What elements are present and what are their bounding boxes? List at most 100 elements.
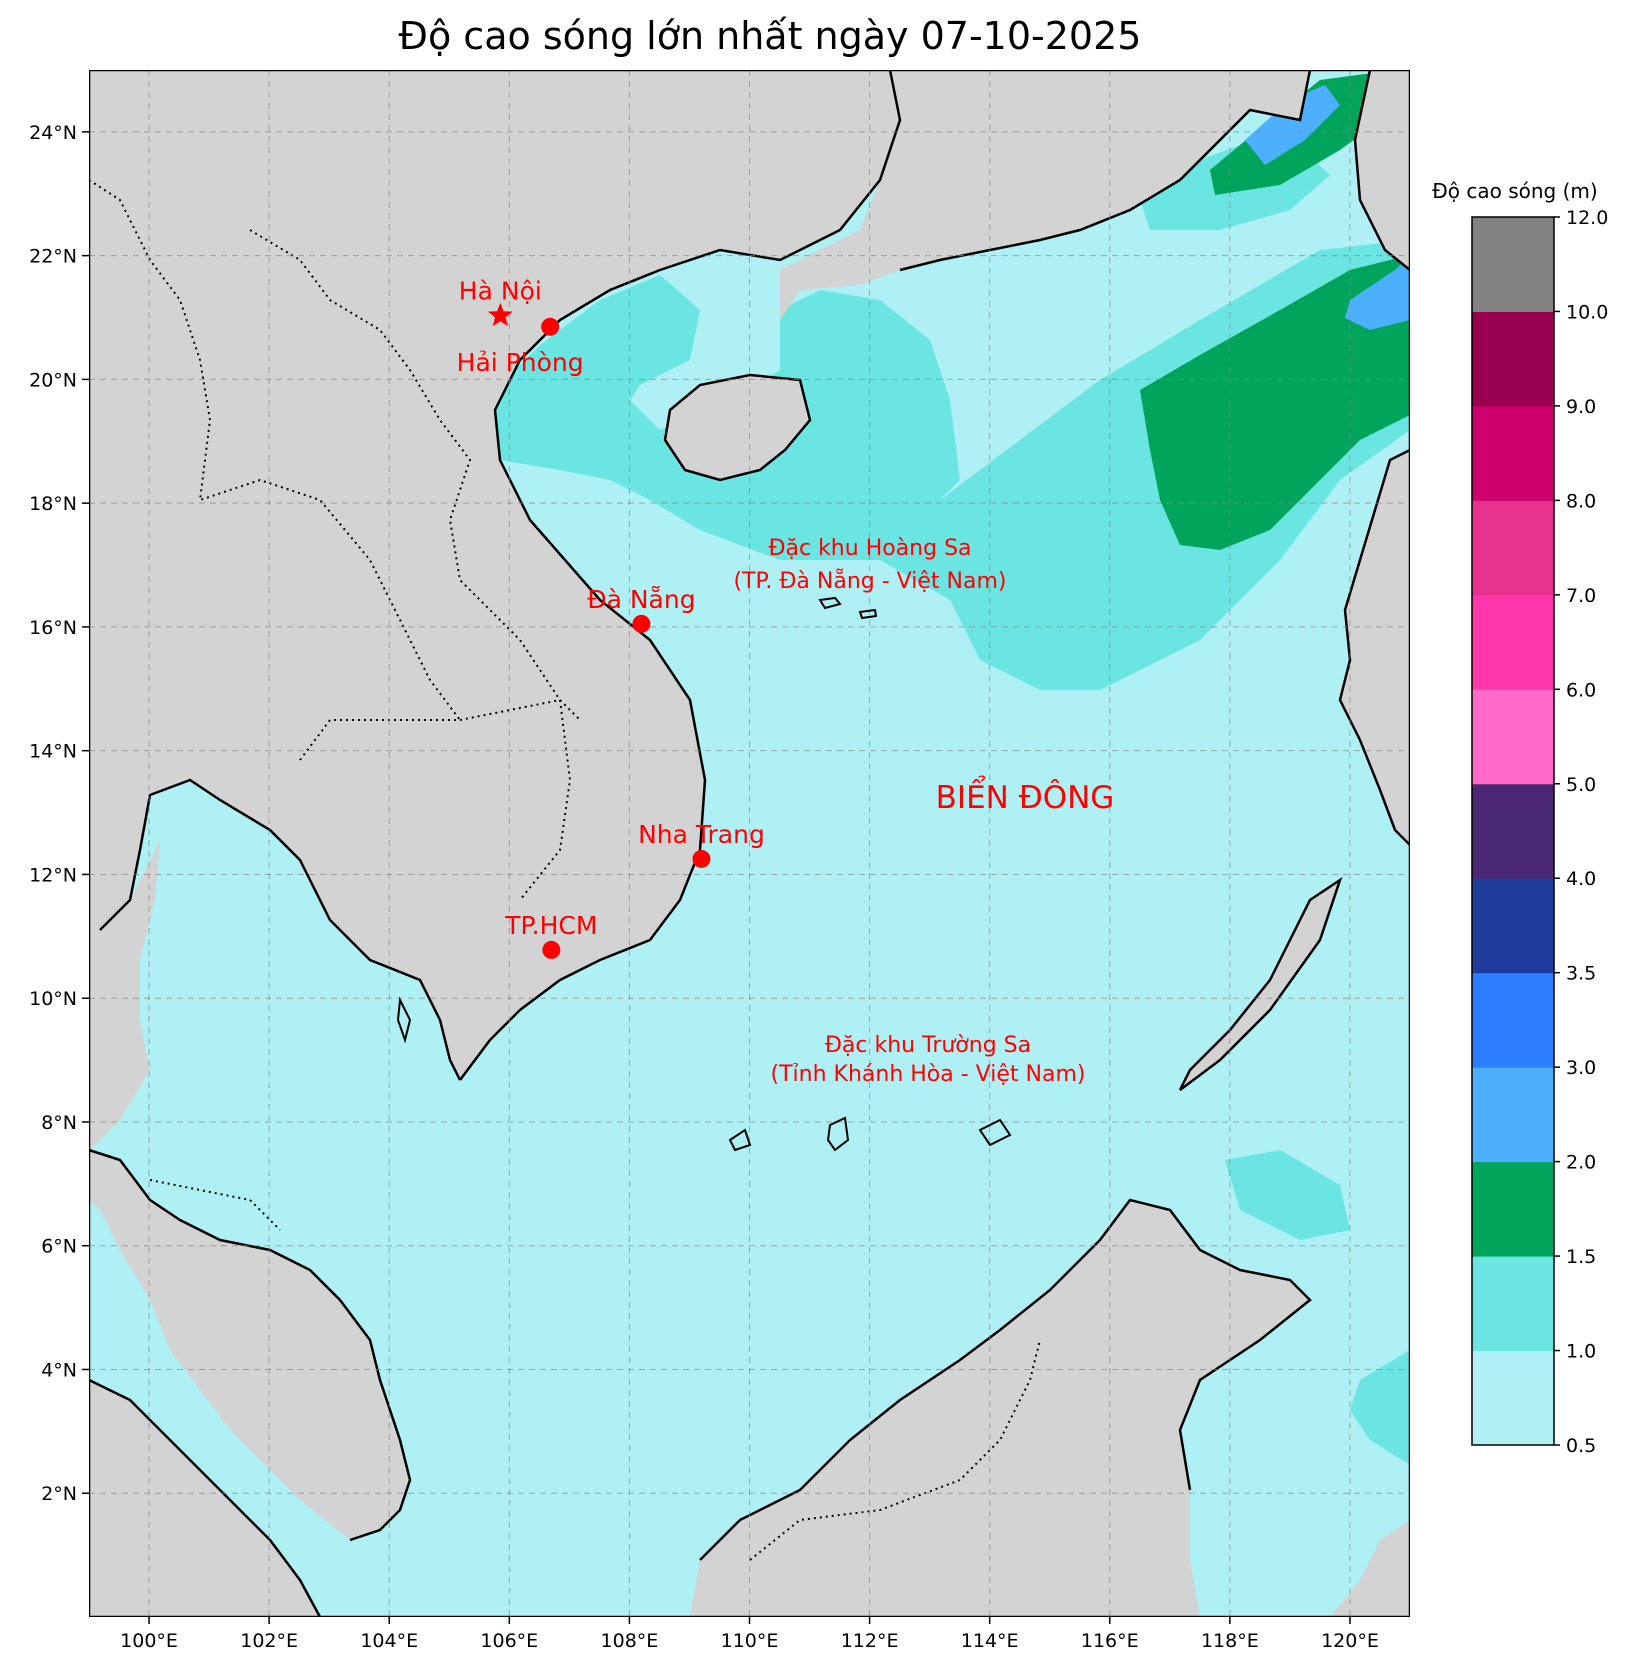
graticule [89, 70, 1410, 1617]
land-hainan [665, 375, 810, 480]
border-thailand-malaysia [149, 1179, 281, 1231]
coastline-palawan [1178, 876, 1343, 1091]
island-paracel-2 [858, 608, 878, 620]
colorbar-level-label: 3.5 [1566, 963, 1596, 985]
colorbar-level-label: 4.0 [1566, 868, 1596, 890]
land-indochina [89, 70, 900, 1080]
land-south-china [780, 70, 1310, 320]
lat-tick-label: 20°N [29, 369, 77, 391]
coastline-taiwan [1353, 70, 1410, 271]
land-palawan [1180, 880, 1340, 1090]
bien-dong-label: BIỂN ĐÔNG [936, 775, 1115, 816]
land-luzon [1340, 450, 1410, 845]
colorbar-title: Độ cao sóng (m) [1432, 179, 1597, 203]
lon-tick-label: 102°E [240, 1630, 298, 1652]
coastline-borneo [699, 1198, 1312, 1561]
hoang-sa-label-line2: (TP. Đà Nẵng - Việt Nam) [734, 568, 1007, 594]
lat-tick-label: 8°N [41, 1112, 77, 1134]
city-marker-dot [542, 940, 561, 959]
map-title: Độ cao sóng lớn nhất ngày 07-10-2025 [398, 14, 1142, 58]
city-marker-dot [632, 614, 651, 633]
colorbar-segment [1472, 1161, 1554, 1257]
city-label: Đà Nẵng [587, 585, 695, 614]
wave-zone-2-3m-taiwan-strait [1245, 85, 1340, 165]
island-spratly-3 [978, 1118, 1012, 1147]
coastline-sumatra [89, 1378, 322, 1617]
colorbar-level-label: 10.0 [1566, 301, 1608, 323]
colorbar-level-label: 7.0 [1566, 585, 1596, 607]
colorbar-segment [1472, 594, 1554, 690]
colorbar-segment [1472, 878, 1554, 974]
lat-tick-label: 12°N [29, 864, 77, 886]
colorbar-level-label: 6.0 [1566, 679, 1596, 701]
truong-sa-label-line2: (Tỉnh Khánh Hòa - Việt Nam) [771, 1062, 1086, 1087]
colorbar-segment [1472, 217, 1554, 312]
city-marker-star [487, 302, 513, 327]
lat-tick-label: 18°N [29, 493, 77, 515]
map-area [89, 70, 1410, 1617]
city-markers: Hà Nội Hải Phòng Đà Nẵng Nha Trang TP.HCM [457, 277, 765, 959]
land-malay-peninsula [89, 1150, 410, 1540]
lat-tick-label: 24°N [29, 122, 77, 144]
colorbar-segment [1472, 689, 1554, 785]
lat-tick-label: 6°N [41, 1236, 77, 1258]
colorbar-level-label: 0.5 [1566, 1435, 1596, 1457]
wave-zone-1-1.5m-borneo-north [1225, 1150, 1350, 1240]
islands [396, 596, 1012, 1152]
lon-tick-label: 118°E [1201, 1630, 1259, 1652]
wave-zones [480, 70, 1410, 1465]
lon-tick-label: 116°E [1081, 1630, 1139, 1652]
island-spratly-2 [826, 1116, 850, 1152]
lat-tick-label: 22°N [29, 246, 77, 268]
coastlines [89, 70, 1410, 1617]
colorbar-level-label: 5.0 [1566, 774, 1596, 796]
lon-tick-label: 120°E [1321, 1630, 1379, 1652]
truong-sa-label-line1: Đặc khu Trường Sa [825, 1033, 1031, 1058]
border-cambodia [299, 698, 572, 901]
colorbar: 0.5 1.0 1.5 2.0 3.0 3.5 4.0 5.0 6.0 7.0 8.0 9.0 10.0… [1471, 207, 1608, 1457]
wave-zone-1-1.5m-north [480, 240, 1410, 690]
colorbar-level-label: 8.0 [1566, 490, 1596, 512]
city-label: TP.HCM [504, 911, 597, 940]
lat-tick-label: 16°N [29, 617, 77, 639]
island-spratly-1 [728, 1128, 752, 1152]
colorbar-segment [1472, 972, 1554, 1068]
land-taiwan [1355, 70, 1410, 270]
land-thai-gulf-west [89, 840, 160, 1150]
coastline-hainan [663, 373, 812, 482]
lon-tick-label: 104°E [360, 1630, 418, 1652]
land-masses [89, 70, 1410, 1617]
colorbar-frame [1471, 216, 1555, 1446]
land-borneo [690, 1200, 1310, 1617]
colorbar-level-label: 2.0 [1566, 1152, 1596, 1174]
lat-tick-label: 14°N [29, 741, 77, 763]
city-marker-dot [541, 317, 560, 336]
city-label: Nha Trang [638, 820, 765, 849]
coastline-vietnam [459, 268, 707, 1081]
hoang-sa-label-line1: Đặc khu Hoàng Sa [768, 536, 971, 561]
colorbar-level-label: 1.5 [1566, 1246, 1596, 1268]
latitude-ticks: 2°N 4°N 6°N 8°N 10°N 12°N 14°N 16°N 18°N 20°N 22°N… [29, 122, 89, 1505]
lat-tick-label: 10°N [29, 988, 77, 1010]
wave-zone-1.5-2m-luzon [1140, 255, 1410, 550]
colorbar-segment [1472, 783, 1554, 879]
city-label: Hà Nội [459, 277, 542, 306]
colorbar-level-label: 9.0 [1566, 396, 1596, 418]
colorbar-segment [1472, 1350, 1554, 1446]
colorbar-level-label: 1.0 [1566, 1341, 1596, 1363]
colorbar-level-label: 12.0 [1566, 207, 1608, 229]
wave-zone-1-1.5m-sulu [1350, 1350, 1410, 1465]
lat-tick-label: 4°N [41, 1359, 77, 1381]
city-label: Hải Phòng [457, 348, 584, 377]
colorbar-segment [1472, 1067, 1554, 1163]
lon-tick-label: 100°E [120, 1630, 178, 1652]
coastline-gulf-thailand [99, 778, 462, 1081]
lon-tick-label: 114°E [961, 1630, 1019, 1652]
city-marker-dot [692, 849, 711, 868]
lon-tick-label: 110°E [721, 1630, 779, 1652]
island-phu-quoc [396, 996, 412, 1044]
coastline-luzon [1338, 448, 1410, 846]
coastline-malay [89, 1148, 412, 1542]
colorbar-level-label: 3.0 [1566, 1057, 1596, 1079]
